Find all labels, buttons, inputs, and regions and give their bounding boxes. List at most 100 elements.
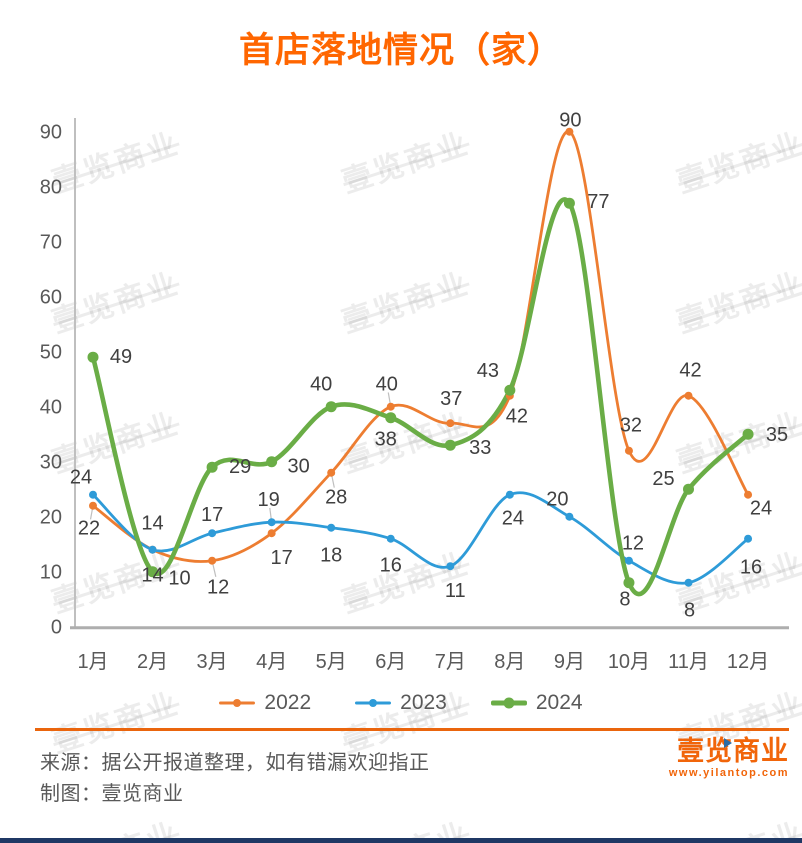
data-label-2024: 10 bbox=[168, 568, 190, 590]
data-label-2024: 40 bbox=[310, 374, 332, 396]
data-label-2022: 90 bbox=[559, 110, 581, 132]
data-point-2022 bbox=[684, 391, 693, 400]
x-tick-label: 11月 bbox=[668, 651, 709, 673]
y-tick-label: 90 bbox=[40, 122, 62, 144]
data-label-2022: 12 bbox=[207, 577, 229, 599]
data-label-2023: 20 bbox=[546, 489, 568, 511]
data-point-2024 bbox=[385, 412, 397, 424]
data-label-2022: 32 bbox=[620, 415, 642, 437]
page-title: 首店落地情况（家） bbox=[238, 31, 563, 70]
x-tick-label: 1月 bbox=[77, 651, 108, 673]
data-point-2023 bbox=[684, 578, 693, 587]
data-point-2024 bbox=[266, 456, 278, 468]
divider bbox=[35, 728, 789, 731]
data-label-2024: 29 bbox=[229, 456, 251, 478]
y-tick-label: 0 bbox=[51, 617, 62, 639]
label-leader-line bbox=[387, 392, 391, 404]
legend-marker-2023-icon bbox=[355, 697, 392, 709]
brand-url: www.yilantop.com bbox=[668, 767, 789, 779]
y-tick-label: 60 bbox=[40, 287, 62, 309]
data-point-2023 bbox=[89, 490, 97, 499]
legend-label-2023: 2023 bbox=[400, 691, 447, 714]
data-label-2022: 42 bbox=[506, 406, 528, 428]
legend-label-2022: 2022 bbox=[264, 691, 312, 714]
data-point-2023 bbox=[327, 523, 336, 532]
series-line-2022 bbox=[91, 130, 750, 563]
data-label-2023: 17 bbox=[201, 504, 223, 526]
data-point-2022 bbox=[446, 419, 455, 428]
x-tick-label: 12月 bbox=[727, 651, 769, 673]
data-point-2022 bbox=[744, 490, 753, 499]
y-tick-label: 10 bbox=[40, 562, 62, 584]
x-tick-label: 2月 bbox=[137, 651, 168, 673]
source-note: 来源：据公开报道整理，如有错漏欢迎指正 bbox=[40, 752, 430, 774]
data-point-2024 bbox=[206, 461, 218, 473]
data-label-2024: 77 bbox=[587, 191, 609, 213]
label-leader-line bbox=[331, 476, 335, 488]
data-point-2023 bbox=[565, 512, 574, 521]
brand-logo: 壹览商业 www.yilantop.com bbox=[669, 737, 789, 779]
data-point-2022 bbox=[327, 468, 336, 477]
bottom-bar bbox=[0, 838, 802, 843]
y-tick-label: 30 bbox=[40, 452, 62, 474]
data-point-2023 bbox=[208, 529, 217, 538]
data-point-2023 bbox=[386, 534, 395, 543]
data-label-2023: 16 bbox=[740, 557, 762, 579]
series-line-2023 bbox=[91, 491, 750, 585]
x-tick-label: 8月 bbox=[494, 651, 525, 673]
data-point-2022 bbox=[267, 529, 276, 538]
legend-label-2024: 2024 bbox=[535, 691, 583, 714]
data-point-2024 bbox=[504, 384, 516, 396]
data-label-2022: 17 bbox=[271, 547, 293, 569]
label-leader-line bbox=[212, 564, 217, 577]
data-label-2022: 37 bbox=[440, 388, 462, 410]
data-label-2023: 24 bbox=[70, 467, 92, 489]
data-label-2022: 40 bbox=[376, 374, 398, 396]
data-label-2024: 38 bbox=[375, 429, 397, 451]
legend-item-2024: 2024 bbox=[490, 691, 583, 715]
data-point-2023 bbox=[148, 545, 157, 554]
y-tick-label: 50 bbox=[40, 342, 62, 364]
data-label-2023: 12 bbox=[622, 533, 644, 555]
data-label-2024: 30 bbox=[288, 456, 310, 478]
legend-item-2023: 2023 bbox=[355, 691, 447, 715]
data-label-2024: 35 bbox=[766, 424, 788, 446]
data-label-2024: 49 bbox=[110, 346, 132, 368]
chart-legend: 2022 2023 2024 bbox=[0, 691, 802, 715]
x-tick-label: 6月 bbox=[375, 651, 406, 673]
data-point-2024 bbox=[563, 197, 575, 209]
data-label-2023: 8 bbox=[684, 600, 695, 622]
legend-marker-2024-icon bbox=[490, 697, 527, 709]
data-point-2022 bbox=[624, 446, 633, 455]
data-label-2022: 14 bbox=[141, 565, 163, 587]
label-leader-line bbox=[89, 508, 93, 520]
data-point-2022 bbox=[89, 501, 97, 510]
data-point-2023 bbox=[505, 490, 514, 499]
brand-logo-text: 壹览商业 bbox=[677, 736, 789, 766]
legend-marker-2022-icon bbox=[219, 697, 256, 709]
data-point-2024 bbox=[742, 428, 754, 440]
data-label-2024: 43 bbox=[477, 360, 499, 382]
data-label-2023: 11 bbox=[445, 580, 466, 602]
legend-item-2022: 2022 bbox=[219, 691, 311, 715]
y-tick-label: 20 bbox=[40, 507, 62, 529]
data-point-2023 bbox=[624, 556, 633, 565]
data-point-2024 bbox=[683, 483, 694, 495]
data-point-2024 bbox=[87, 351, 99, 363]
data-label-2022: 22 bbox=[78, 518, 100, 540]
x-tick-label: 4月 bbox=[256, 651, 287, 673]
x-tick-label: 7月 bbox=[435, 651, 466, 673]
data-label-2022: 28 bbox=[325, 487, 347, 509]
line-chart: 0 10 20 30 40 50 60 70 80 90 1月 2月 3月 4月 5月 6月 7月 8月 9月 10月… bbox=[40, 110, 789, 673]
data-point-2022 bbox=[208, 556, 217, 565]
data-point-2022 bbox=[386, 402, 395, 411]
x-tick-label: 3月 bbox=[197, 651, 228, 673]
data-label-2023: 19 bbox=[258, 489, 280, 511]
data-point-2023 bbox=[446, 562, 455, 571]
data-label-2024: 33 bbox=[469, 437, 491, 459]
y-tick-label: 80 bbox=[40, 177, 62, 199]
y-tick-label: 40 bbox=[40, 397, 62, 419]
data-label-2024: 25 bbox=[652, 468, 674, 490]
data-label-2023: 24 bbox=[502, 508, 524, 530]
data-point-2022 bbox=[565, 127, 574, 136]
